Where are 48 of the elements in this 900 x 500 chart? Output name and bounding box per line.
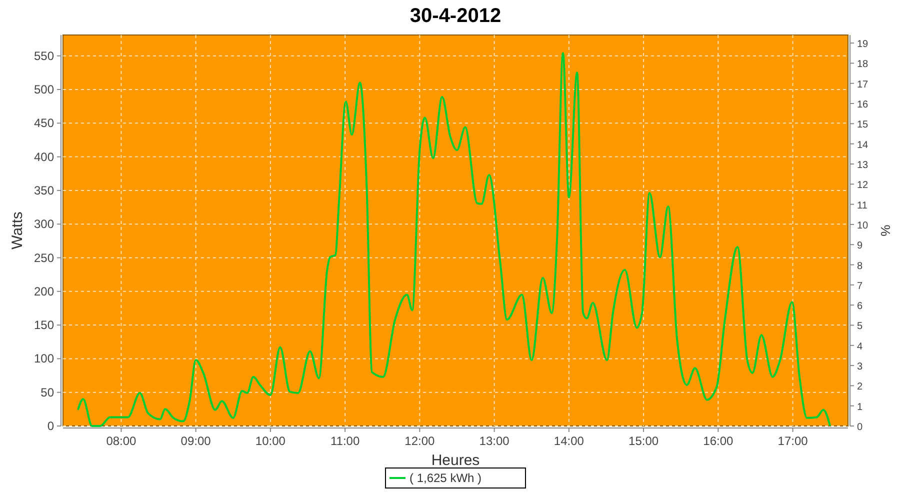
y2-tick-label: 2: [857, 382, 863, 393]
x-tick-label: 10:00: [255, 434, 286, 448]
x-tick-label: 15:00: [628, 434, 659, 448]
y2-tick-label: 17: [857, 79, 869, 90]
y2-tick-label: 14: [857, 140, 869, 151]
chart-title: 30-4-2012: [410, 5, 502, 27]
y2-tick-label: 7: [857, 280, 863, 292]
y2-tick-label: 1: [857, 402, 863, 413]
x-axis-title: Heures: [431, 452, 480, 469]
y-tick-label: 300: [34, 217, 54, 232]
line-series: [76, 52, 832, 427]
y-tick-label: 250: [34, 250, 54, 265]
y-tick-label: 100: [34, 352, 54, 366]
y2-tick-label: 3: [857, 362, 863, 373]
x-tick-label: 09:00: [180, 434, 212, 448]
y2-tick-label: 5: [857, 321, 863, 332]
y2-tick-label: 11: [857, 200, 868, 212]
y2-tick-label: 8: [857, 260, 863, 272]
y-tick-label: 50: [40, 385, 54, 400]
x-tick-label: 08:00: [106, 434, 137, 448]
y-tick-label: 500: [34, 82, 54, 97]
x-tick-label: 11:00: [330, 434, 360, 448]
y-tick-label: 0: [47, 419, 54, 433]
y-tick-label: 200: [34, 284, 54, 298]
y2-tick-label: 6: [857, 301, 863, 312]
y-tick-label: 350: [34, 183, 54, 198]
y2-tick-label: 13: [857, 160, 869, 171]
y2-tick-label: 16: [857, 100, 869, 111]
x-tick-label: 14:00: [554, 434, 584, 448]
x-tick-label: 13:00: [479, 434, 510, 448]
x-tick-label: 16:00: [703, 434, 734, 448]
y2-tick-label: 15: [857, 120, 869, 131]
y2-tick-label: 19: [857, 39, 869, 50]
y-tick-label: 400: [34, 150, 54, 164]
y2-tick-label: 18: [857, 59, 869, 70]
legend-label: ( 1,625 kWh ): [410, 471, 482, 485]
y2-tick-label: 12: [857, 180, 869, 192]
y2-tick-label: 9: [857, 240, 863, 252]
y2-tick-label: 0: [857, 422, 863, 433]
y-axis-title: Watts: [9, 212, 26, 250]
y2-tick-label: 10: [857, 220, 869, 232]
x-tick-label: 17:00: [778, 434, 808, 448]
y2-tick-label: 4: [857, 341, 863, 352]
y-tick-label: 150: [34, 318, 54, 332]
y-tick-label: 550: [34, 48, 54, 63]
x-tick-label: 12:00: [404, 434, 436, 448]
y-tick-label: 450: [34, 116, 54, 130]
y2-axis-title: %: [878, 224, 893, 237]
